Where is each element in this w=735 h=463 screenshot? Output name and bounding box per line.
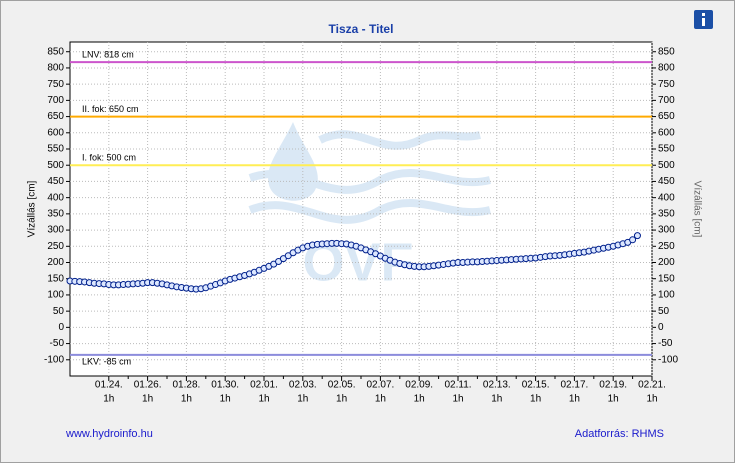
- y-tick-label: 600: [47, 127, 64, 138]
- info-bar: [702, 18, 705, 26]
- x-tick-label: 02.19.: [599, 380, 627, 391]
- data-point: [633, 232, 641, 240]
- x-tick-label: 02.07.: [366, 380, 394, 391]
- y-tick-label: 700: [47, 95, 64, 106]
- data-source: Adatforrás: RHMS: [575, 428, 664, 440]
- y2-tick-label: 0: [658, 322, 664, 333]
- plot-area: [69, 41, 653, 377]
- x-tick-label: 01.26.: [134, 380, 162, 391]
- x-tick-sublabel: 1h: [530, 394, 541, 405]
- y2-tick-label: 400: [658, 192, 675, 203]
- y-tick-label: 550: [47, 144, 64, 155]
- x-tick-sublabel: 1h: [142, 394, 153, 405]
- y-tick-label: 750: [47, 79, 64, 90]
- y2-tick-label: 350: [658, 209, 675, 220]
- y2-axis-label: Vízállás [cm]: [691, 181, 702, 238]
- y-tick-label: 800: [47, 63, 64, 74]
- y2-tick-label: 100: [658, 290, 675, 301]
- x-tick-label: 01.30.: [211, 380, 239, 391]
- x-tick-sublabel: 1h: [608, 394, 619, 405]
- y-tick-label: 300: [47, 225, 64, 236]
- y-tick-label: 650: [47, 111, 64, 122]
- watermark-wave: [318, 130, 481, 150]
- y-tick-label: 100: [47, 290, 64, 301]
- y2-tick-label: 50: [658, 306, 670, 317]
- reference-label: LNV: 818 cm: [82, 49, 134, 59]
- y2-tick-label: 700: [658, 95, 675, 106]
- y-tick-label: 50: [53, 306, 65, 317]
- y2-tick-label: -50: [658, 338, 673, 349]
- info-dot: [702, 13, 705, 16]
- chart-title: Tisza - Titel: [329, 22, 394, 36]
- y-tick-label: 250: [47, 241, 64, 252]
- y2-tick-label: 250: [658, 241, 675, 252]
- x-tick-label: 02.11.: [444, 380, 471, 391]
- y-tick-label: 450: [47, 176, 64, 187]
- y2-tick-label: 600: [658, 127, 675, 138]
- y2-tick-label: 450: [658, 176, 675, 187]
- info-button[interactable]: [694, 10, 713, 29]
- x-tick-label: 02.09.: [405, 380, 433, 391]
- y-tick-label: -50: [50, 338, 65, 349]
- x-tick-sublabel: 1h: [569, 394, 580, 405]
- x-tick-sublabel: 1h: [646, 394, 657, 405]
- y-tick-label: 200: [47, 257, 64, 268]
- y2-tick-label: 300: [658, 225, 675, 236]
- x-tick-label: 01.24.: [95, 380, 123, 391]
- x-tick-label: 02.13.: [483, 380, 511, 391]
- x-tick-sublabel: 1h: [258, 394, 269, 405]
- x-tick-sublabel: 1h: [375, 394, 386, 405]
- x-tick-sublabel: 1h: [414, 394, 425, 405]
- watermark-wave: [248, 168, 491, 194]
- y-tick-label: 850: [47, 46, 64, 57]
- y2-tick-label: 550: [658, 144, 675, 155]
- x-tick-sublabel: 1h: [491, 394, 502, 405]
- x-tick-label: 02.03.: [289, 380, 317, 391]
- reference-label: LKV: -85 cm: [82, 356, 131, 366]
- x-tick-sublabel: 1h: [297, 394, 308, 405]
- x-tick-label: 01.28.: [172, 380, 200, 391]
- x-tick-sublabel: 1h: [336, 394, 347, 405]
- y2-tick-label: 650: [658, 111, 675, 122]
- y2-tick-label: 200: [658, 257, 675, 268]
- y-tick-label: 400: [47, 192, 64, 203]
- watermark-wave: [248, 198, 491, 224]
- source-link[interactable]: www.hydroinfo.hu: [65, 428, 153, 440]
- x-tick-label: 02.21.: [638, 380, 666, 391]
- x-tick-label: 02.05.: [328, 380, 356, 391]
- y-tick-label: 150: [47, 273, 64, 284]
- y2-tick-label: 500: [658, 160, 675, 171]
- x-tick-sublabel: 1h: [452, 394, 463, 405]
- data-point: [629, 236, 637, 244]
- x-tick-sublabel: 1h: [103, 394, 114, 405]
- y-tick-label: 500: [47, 160, 64, 171]
- y2-tick-label: 750: [658, 79, 675, 90]
- reference-label: II. fok: 650 cm: [82, 104, 139, 114]
- y2-tick-label: -100: [658, 354, 678, 365]
- x-tick-sublabel: 1h: [220, 394, 231, 405]
- y-tick-label: 0: [58, 322, 64, 333]
- x-tick-label: 02.01.: [250, 380, 278, 391]
- x-tick-label: 02.15.: [522, 380, 550, 391]
- reference-label: I. fok: 500 cm: [82, 153, 136, 163]
- x-tick-sublabel: 1h: [181, 394, 192, 405]
- y-tick-label: 350: [47, 209, 64, 220]
- y2-tick-label: 150: [658, 273, 675, 284]
- x-tick-label: 02.17.: [560, 380, 588, 391]
- y2-tick-label: 850: [658, 46, 675, 57]
- y-tick-label: -100: [44, 354, 64, 365]
- y-axis-label: Vízállás [cm]: [27, 180, 38, 237]
- y2-tick-label: 800: [658, 63, 675, 74]
